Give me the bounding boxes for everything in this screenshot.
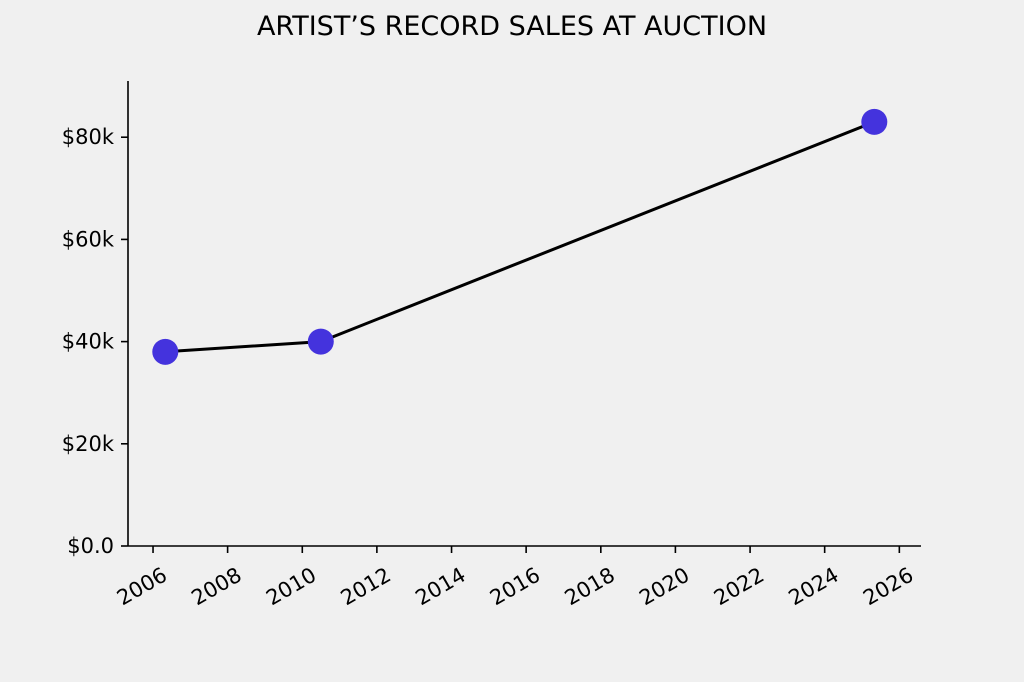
x-tick-label: 2006: [113, 563, 171, 611]
y-axis-ticks: $0.0 $20k $40k $60k $80k: [62, 125, 128, 558]
x-tick-label: 2018: [561, 563, 619, 611]
x-tick-label: 2014: [411, 563, 469, 611]
y-tick-label: $0.0: [67, 534, 114, 558]
x-tick-label: 2010: [262, 563, 320, 611]
x-axis-ticks: 2006 2008 2010 2012 2014 2016 2018 2020 2022 2024…: [113, 546, 917, 611]
x-tick-label: 2026: [859, 563, 917, 611]
y-tick-label: $80k: [62, 125, 115, 149]
x-tick-label: 2008: [187, 563, 245, 611]
y-tick-label: $60k: [62, 227, 115, 251]
y-tick-label: $40k: [62, 330, 115, 354]
x-tick-label: 2022: [710, 563, 768, 611]
x-tick-label: 2020: [635, 563, 693, 611]
chart-title: ARTIST’S RECORD SALES AT AUCTION: [257, 11, 767, 42]
series-group: [152, 108, 888, 365]
x-tick-label: 2016: [486, 563, 544, 611]
data-point-marker: [307, 328, 334, 355]
data-point-marker: [861, 108, 888, 135]
x-tick-label: 2012: [337, 563, 395, 611]
data-point-marker: [152, 338, 179, 365]
y-tick-label: $20k: [62, 432, 115, 456]
series-line: [165, 120, 875, 354]
x-tick-label: 2024: [784, 563, 842, 611]
